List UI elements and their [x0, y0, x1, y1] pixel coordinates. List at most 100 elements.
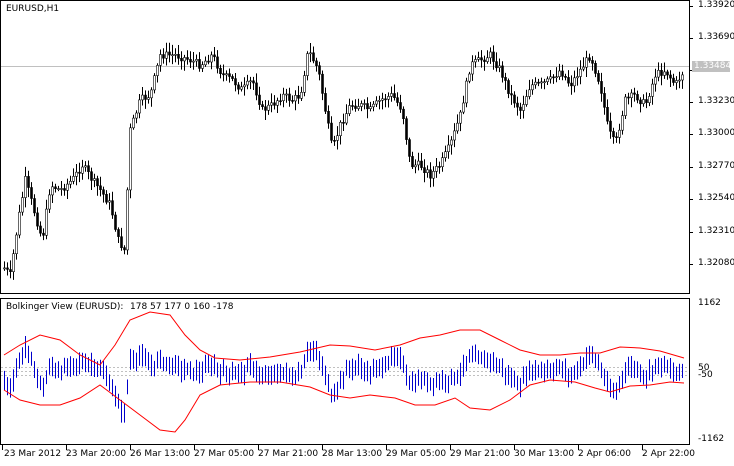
- candle-body: [594, 62, 597, 74]
- candle-body: [396, 97, 399, 103]
- candle-body: [273, 102, 276, 106]
- candle-body: [36, 212, 39, 227]
- indicator-axis-label: 50: [698, 363, 710, 373]
- candle-body: [582, 66, 585, 70]
- candlestick-series: [3, 42, 684, 280]
- candle-body: [507, 80, 510, 94]
- candle-body: [585, 57, 588, 68]
- candle-body: [204, 60, 207, 66]
- candle-body: [531, 84, 534, 91]
- candle-body: [450, 139, 453, 146]
- time-label: 27 Mar 21:00: [258, 449, 319, 459]
- candle-body: [495, 61, 498, 69]
- candle-body: [99, 185, 102, 191]
- candle-body: [327, 111, 330, 124]
- candle-body: [462, 102, 465, 113]
- time-label: 26 Mar 13:00: [130, 449, 191, 459]
- candle-body: [645, 99, 648, 103]
- candle-body: [183, 57, 186, 62]
- candle-body: [261, 104, 264, 107]
- candle-body: [426, 169, 429, 174]
- candle-body: [399, 102, 402, 110]
- time-label: 2 Apr 22:00: [642, 449, 695, 459]
- candle-body: [84, 165, 87, 168]
- candle-body: [663, 71, 666, 76]
- candle-body: [120, 236, 123, 248]
- candle-body: [480, 57, 483, 61]
- candle-body: [600, 81, 603, 94]
- candle-body: [147, 97, 150, 100]
- indicator-title: Bolkinger View (EURUSD):: [6, 302, 124, 312]
- candle-body: [387, 96, 390, 100]
- candle-body: [423, 167, 426, 174]
- candle-body: [567, 77, 570, 84]
- candle-body: [414, 164, 417, 168]
- candle-body: [534, 81, 537, 86]
- price-label: 1.32080: [698, 258, 734, 268]
- candle-body: [240, 86, 243, 90]
- candle-body: [492, 51, 495, 62]
- price-axis-ticks: [689, 6, 693, 265]
- candle-body: [216, 56, 219, 69]
- candle-body: [123, 247, 126, 251]
- candle-body: [276, 100, 279, 106]
- candle-body: [348, 105, 351, 114]
- candle-body: [312, 52, 315, 62]
- candle-body: [111, 200, 114, 216]
- candle-body: [174, 53, 177, 56]
- candle-body: [243, 84, 246, 88]
- candle-body: [18, 211, 21, 236]
- candle-body: [264, 106, 267, 111]
- candle-body: [303, 75, 306, 93]
- candle-body: [432, 171, 435, 179]
- candle-body: [528, 89, 531, 97]
- candle-body: [525, 96, 528, 105]
- candle-body: [354, 105, 357, 109]
- candle-body: [561, 70, 564, 77]
- candle-body: [627, 96, 630, 99]
- candle-body: [192, 60, 195, 63]
- candle-body: [417, 160, 420, 166]
- candle-body: [213, 54, 216, 58]
- indicator-axis-label: -1162: [698, 434, 725, 444]
- candle-body: [558, 70, 561, 77]
- candle-body: [210, 54, 213, 63]
- candle-body: [291, 100, 294, 102]
- candle-body: [438, 166, 441, 168]
- candle-body: [126, 189, 129, 251]
- candle-body: [78, 171, 81, 174]
- candle-body: [81, 166, 84, 174]
- candle-body: [3, 267, 6, 270]
- candle-body: [624, 96, 627, 116]
- candle-body: [465, 80, 468, 104]
- candle-body: [21, 197, 24, 213]
- candle-body: [351, 105, 354, 107]
- chart-title: EURUSD,H1: [6, 4, 60, 14]
- candle-body: [459, 111, 462, 124]
- candle-body: [102, 189, 105, 195]
- candle-body: [162, 54, 165, 59]
- candle-body: [405, 118, 408, 140]
- candle-body: [381, 98, 384, 101]
- candle-body: [69, 181, 72, 185]
- candle-body: [246, 80, 249, 86]
- indicator-axis-label: -50: [698, 370, 713, 380]
- candle-body: [42, 232, 45, 236]
- candle-body: [285, 93, 288, 96]
- candle-body: [678, 79, 681, 82]
- candle-body: [519, 106, 522, 111]
- time-label: 29 Mar 21:00: [450, 449, 511, 459]
- candle-body: [231, 76, 234, 79]
- candle-body: [15, 234, 18, 255]
- candle-body: [639, 99, 642, 105]
- candle-body: [657, 70, 660, 78]
- candle-body: [474, 59, 477, 63]
- price-window-frame: [0, 0, 690, 294]
- candle-body: [357, 106, 360, 109]
- time-label: 23 Mar 2012: [4, 449, 62, 459]
- candle-body: [444, 151, 447, 158]
- time-label: 28 Mar 13:00: [322, 449, 383, 459]
- candle-body: [666, 71, 669, 76]
- candle-body: [411, 156, 414, 168]
